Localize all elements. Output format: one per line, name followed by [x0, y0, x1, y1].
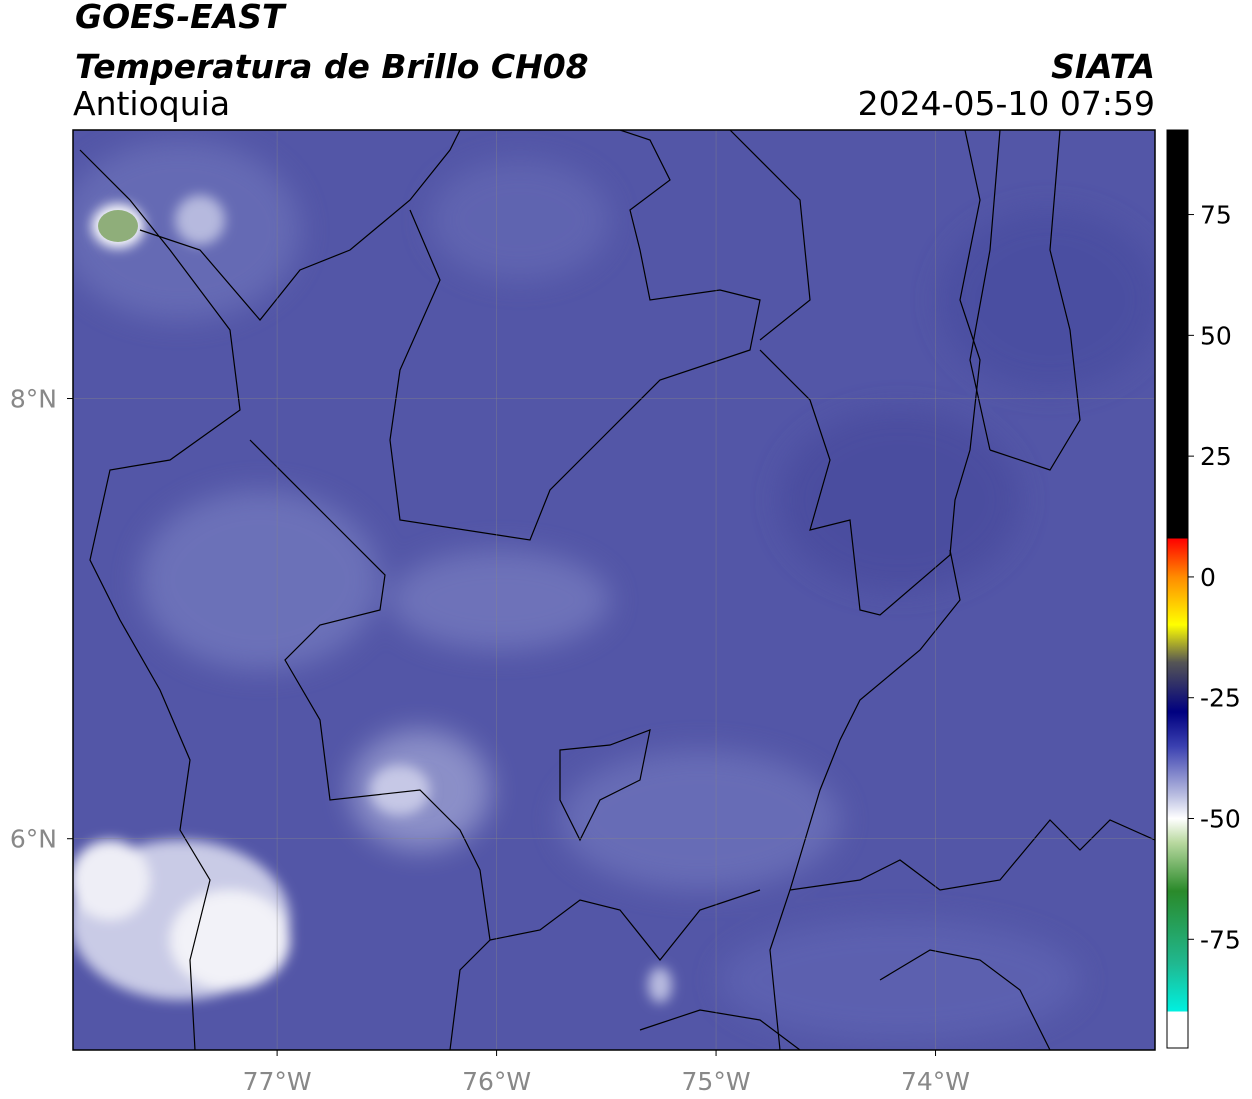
colorbar [1166, 129, 1189, 1049]
x-tick-label: 75°W [682, 1067, 751, 1096]
colorbar-tick-label: 25 [1200, 442, 1232, 471]
grid [73, 130, 1155, 1050]
map-image [73, 130, 1155, 1050]
datetime: 2024-05-10 07:59 [858, 84, 1155, 123]
y-tick-label: 8°N [10, 385, 57, 414]
title: GOES-EAST [75, 0, 287, 36]
subtitle: Temperatura de Brillo CH08 [75, 47, 589, 86]
colorbar-tick-label: -50 [1200, 805, 1241, 834]
y-tick-label: 6°N [10, 825, 57, 854]
x-tick-label: 76°W [462, 1067, 531, 1096]
colorbar-tick-label: 50 [1200, 321, 1232, 350]
colorbar-tick-label: -75 [1200, 925, 1241, 954]
map-frame [72, 129, 1156, 1051]
colorbar-tick-label: 75 [1200, 201, 1232, 230]
x-tick-label: 74°W [901, 1067, 970, 1096]
colorbar-tick-label: -25 [1200, 684, 1241, 713]
x-tick-label: 77°W [243, 1067, 312, 1096]
region: Antioquia [73, 84, 230, 123]
source: SIATA [1051, 47, 1155, 86]
colorbar-tick-label: 0 [1200, 563, 1216, 592]
